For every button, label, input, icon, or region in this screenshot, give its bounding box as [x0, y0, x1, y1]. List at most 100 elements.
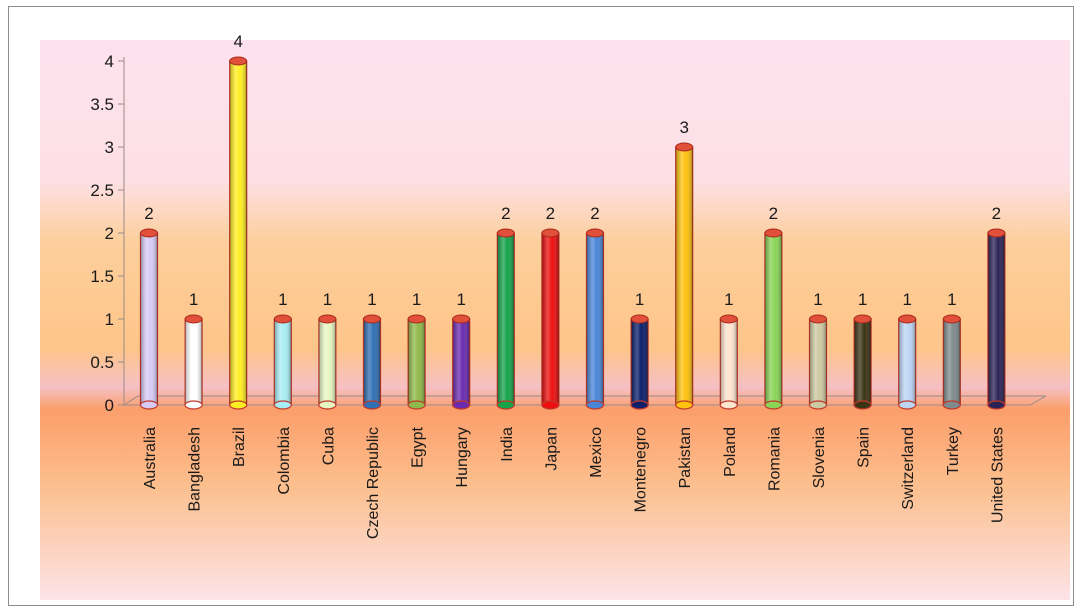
x-category-label: United States [989, 427, 1006, 523]
data-label: 1 [278, 290, 287, 309]
data-label: 1 [323, 290, 332, 309]
bar-cap [318, 314, 337, 324]
x-category-label: Montenegro [633, 427, 650, 512]
bar-spain [853, 314, 872, 410]
x-category-label: Romania [766, 427, 783, 491]
x-category-label: Colombia [276, 427, 293, 495]
bar-shading [720, 319, 738, 405]
bar-base [585, 400, 605, 410]
bar-base [987, 400, 1006, 410]
bar-slovenia [808, 314, 828, 410]
data-label: 4 [233, 32, 242, 51]
bar-shading [541, 233, 559, 405]
bar-base [362, 400, 382, 410]
data-label: 2 [590, 204, 599, 223]
y-tick-label: 1 [105, 310, 114, 329]
bar-cap [675, 142, 694, 152]
y-tick-label: 1.5 [90, 267, 114, 286]
data-label: 1 [189, 290, 198, 309]
y-tick-label: 0.5 [90, 353, 114, 372]
bar-cap [452, 314, 471, 324]
y-tick-label: 3.5 [90, 95, 114, 114]
x-category-label: Slovenia [811, 427, 828, 488]
bar-base [273, 400, 292, 410]
x-category-label: Czech Republic [365, 427, 382, 539]
bar-shading [809, 319, 827, 405]
data-label: 1 [412, 290, 421, 309]
bar-cap [496, 228, 515, 238]
x-category-label: India [499, 427, 516, 462]
bar-cap [363, 314, 381, 324]
bar-base [318, 400, 337, 410]
data-labels: 2 1 4 1 1 1 1 1 2 2 2 1 3 1 2 1 1 1 1 2 [144, 32, 1001, 309]
data-label: 1 [456, 290, 465, 309]
bar-shading [631, 319, 649, 405]
bar-australia [139, 228, 159, 410]
bar-united-states [987, 228, 1006, 410]
bar-shading [318, 319, 336, 405]
bar-cap [630, 314, 649, 324]
x-axis-categories: Australia Bangladesh Brazil Colombia Cuba Cze… [142, 426, 1006, 539]
y-tick-label: 3 [105, 138, 114, 157]
data-label: 2 [144, 204, 153, 223]
x-axis-line [124, 395, 1047, 406]
x-category-label: Bangladesh [187, 427, 204, 512]
bar-shading [452, 319, 470, 405]
bar-base [496, 400, 515, 410]
bar-shading [185, 319, 203, 405]
y-tick-label: 2.5 [90, 181, 114, 200]
bar-shading [943, 319, 961, 405]
bar-cap [407, 314, 426, 324]
bar-brazil [229, 56, 248, 410]
bar-base [541, 400, 560, 410]
bar-base [630, 400, 649, 410]
x-category-label: Brazil [231, 427, 248, 467]
bar-cap [719, 314, 738, 324]
bar-montenegro [630, 314, 649, 410]
bar-base [719, 400, 738, 410]
bar-shading [229, 61, 247, 405]
bar-czech-republic [362, 314, 382, 410]
bars [139, 56, 1006, 410]
bar-poland [719, 314, 738, 410]
x-category-label: Hungary [454, 427, 471, 487]
bar-switzerland [898, 314, 917, 410]
bar-shading [854, 319, 872, 405]
bar-cap [140, 228, 158, 238]
bar-base [675, 400, 694, 410]
bar-base [853, 400, 872, 410]
data-label: 1 [367, 290, 376, 309]
bar-cap [809, 314, 827, 324]
x-category-label: Cuba [320, 427, 337, 465]
floor-back-line [123, 395, 1046, 406]
data-label: 1 [858, 290, 867, 309]
data-label: 2 [546, 204, 555, 223]
x-category-label: Pakistan [677, 427, 694, 488]
bar-cap [541, 228, 560, 238]
bar-cap [229, 56, 248, 66]
bar-cap [184, 314, 203, 324]
bar-cap [898, 314, 917, 324]
data-label: 1 [724, 290, 733, 309]
bar-base [139, 400, 159, 410]
bar-cap [987, 228, 1006, 238]
x-category-label: Japan [543, 427, 560, 471]
bar-cuba [318, 314, 337, 410]
axes [123, 57, 1047, 406]
bar-shading [274, 319, 292, 405]
x-category-label: Poland [722, 427, 739, 477]
data-label: 1 [813, 290, 822, 309]
bar-japan [541, 228, 560, 410]
y-tick-label: 0 [105, 396, 114, 415]
bar-cap [273, 314, 292, 324]
bar-shading [363, 319, 381, 405]
y-tick-label: 2 [105, 224, 114, 243]
data-label: 2 [992, 204, 1001, 223]
bar-cap [586, 228, 604, 238]
x-category-label: Switzerland [900, 427, 917, 510]
bar-shading [898, 319, 916, 405]
bar-shading [764, 233, 782, 405]
bar-romania [764, 228, 783, 410]
bar-india [496, 228, 515, 410]
